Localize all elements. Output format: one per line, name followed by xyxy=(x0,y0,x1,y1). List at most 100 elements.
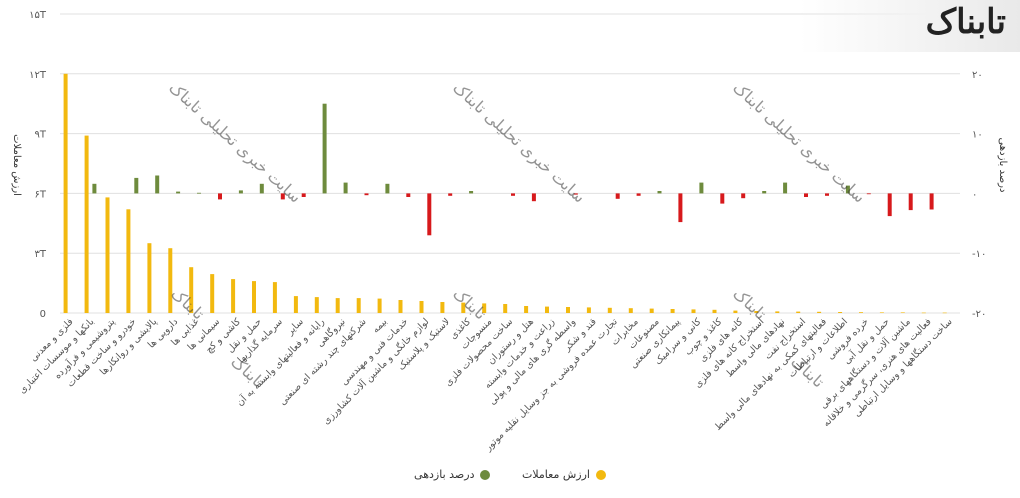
return-bar xyxy=(783,182,788,194)
value-bar xyxy=(105,197,110,313)
left-tick-label: 0 xyxy=(40,309,46,320)
return-bar xyxy=(511,193,515,196)
return-bar xyxy=(615,193,620,199)
value-bar xyxy=(189,267,194,313)
value-bar xyxy=(231,279,236,313)
value-bar xyxy=(524,306,529,313)
value-bar xyxy=(817,311,822,313)
return-bar xyxy=(343,182,348,194)
value-bar xyxy=(900,312,905,313)
value-bar xyxy=(879,312,884,313)
right-axis-title: درصد بازدهی xyxy=(997,138,1008,193)
value-bar xyxy=(775,311,780,313)
return-bar xyxy=(929,193,934,210)
value-bar xyxy=(419,301,424,313)
value-bar xyxy=(733,310,738,313)
return-bar xyxy=(866,193,871,195)
value-bar xyxy=(670,309,675,313)
left-axis-title: ارزش معاملات xyxy=(11,134,22,196)
value-bar xyxy=(838,312,843,313)
value-bar xyxy=(796,311,801,313)
legend-label-value: ارزش معاملات xyxy=(521,468,590,481)
value-bar xyxy=(607,307,612,313)
logo: تابناک xyxy=(925,2,1007,42)
return-bar xyxy=(155,175,160,194)
value-bar xyxy=(461,302,466,313)
value-bar xyxy=(712,309,717,313)
legend-label-return: درصد بازدهی xyxy=(414,468,475,481)
value-bar xyxy=(628,308,633,313)
legend-dot-return xyxy=(480,469,491,480)
value-bar xyxy=(377,298,382,313)
value-bar xyxy=(293,296,298,313)
return-bar xyxy=(92,183,97,194)
return-bar xyxy=(573,193,578,195)
value-bar xyxy=(168,248,173,313)
return-bar xyxy=(134,177,139,194)
right-tick-label: -۱۰ xyxy=(972,249,986,260)
value-bar xyxy=(210,274,215,313)
value-bar xyxy=(440,302,445,313)
right-tick-label: -۲۰ xyxy=(972,309,986,320)
value-bar xyxy=(586,307,591,313)
return-bar xyxy=(469,191,474,194)
left-tick-label: ۹T xyxy=(35,130,47,141)
value-bar xyxy=(147,243,152,313)
return-bar xyxy=(218,193,222,200)
legend: درصد بازدهی ارزش معاملات xyxy=(0,468,1020,483)
return-bar xyxy=(301,193,306,197)
legend-dot-value xyxy=(595,469,606,480)
value-bar xyxy=(356,298,361,313)
value-bar xyxy=(335,298,340,313)
value-bar xyxy=(545,306,549,313)
value-bar xyxy=(126,209,131,313)
return-bar xyxy=(741,193,746,199)
value-bar xyxy=(859,312,863,313)
return-bar xyxy=(531,193,536,202)
return-bar xyxy=(636,193,641,196)
value-bar xyxy=(503,304,508,313)
value-bar xyxy=(942,312,947,314)
value-bar xyxy=(84,135,89,313)
return-bar xyxy=(825,193,829,196)
return-bar xyxy=(887,193,892,217)
return-bar xyxy=(657,191,662,194)
value-bar xyxy=(691,309,696,313)
value-bar xyxy=(63,73,68,313)
return-bar xyxy=(720,193,725,204)
legend-item-value[interactable]: ارزش معاملات xyxy=(522,468,606,481)
legend-item-return[interactable]: درصد بازدهی xyxy=(414,468,491,481)
return-bar xyxy=(908,193,913,211)
value-bar xyxy=(398,300,403,313)
return-bar xyxy=(238,190,243,194)
return-bar xyxy=(678,193,683,223)
return-bar xyxy=(259,183,264,194)
return-bar xyxy=(406,193,411,197)
right-tick-label: ۲۰ xyxy=(972,70,983,81)
value-bar xyxy=(252,281,256,313)
return-bar xyxy=(280,193,285,200)
return-bar xyxy=(197,192,201,194)
value-bar xyxy=(566,307,570,313)
return-bar xyxy=(176,191,181,194)
return-bar xyxy=(385,183,390,194)
return-bar xyxy=(804,193,808,197)
return-bar xyxy=(448,193,453,196)
right-tick-label: ۱۰ xyxy=(972,130,983,141)
value-bar xyxy=(754,311,759,313)
return-bar xyxy=(845,185,850,194)
logo-box: تابناک xyxy=(800,0,1020,52)
return-bar xyxy=(427,193,432,236)
left-tick-label: ۱۲T xyxy=(29,70,47,81)
right-tick-label: ۰ xyxy=(972,189,977,200)
value-bar xyxy=(921,312,926,314)
value-bar xyxy=(482,303,487,313)
left-tick-label: ۶T xyxy=(35,189,47,200)
value-bar xyxy=(272,282,277,313)
left-tick-label: ۳T xyxy=(35,249,47,260)
left-tick-label: ۱۵T xyxy=(29,10,47,21)
value-bar xyxy=(649,308,654,313)
return-bar xyxy=(699,182,704,194)
